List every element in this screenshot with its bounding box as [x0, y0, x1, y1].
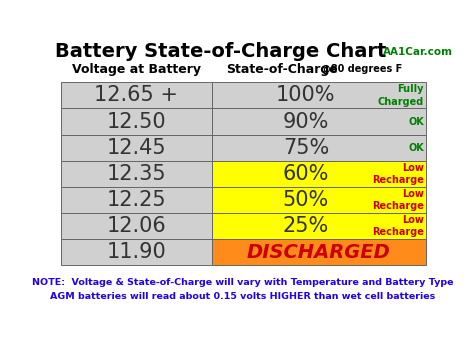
Text: OK: OK: [408, 117, 424, 127]
Bar: [61, 82, 212, 108]
Text: Low
Recharge: Low Recharge: [372, 215, 424, 237]
Text: 60%: 60%: [283, 164, 329, 184]
Bar: [61, 187, 212, 213]
Bar: [212, 213, 426, 239]
Bar: [61, 135, 212, 161]
Text: 12.45: 12.45: [107, 138, 166, 158]
Text: 50%: 50%: [283, 190, 329, 210]
Text: Low
Recharge: Low Recharge: [372, 162, 424, 185]
Text: AGM batteries will read about 0.15 volts HIGHER than wet cell batteries: AGM batteries will read about 0.15 volts…: [50, 292, 436, 301]
Text: DISCHARGED: DISCHARGED: [247, 243, 391, 261]
Bar: [212, 239, 426, 265]
Text: @80 degrees F: @80 degrees F: [321, 64, 402, 74]
Bar: [61, 213, 212, 239]
Text: 12.50: 12.50: [107, 111, 166, 131]
Bar: [212, 187, 426, 213]
Text: 11.90: 11.90: [107, 242, 166, 262]
Bar: [61, 239, 212, 265]
Bar: [212, 82, 426, 108]
Text: Fully
Charged: Fully Charged: [378, 84, 424, 107]
Bar: [61, 108, 212, 135]
Text: OK: OK: [408, 143, 424, 153]
Bar: [61, 161, 212, 187]
Text: NOTE:  Voltage & State-of-Charge will vary with Temperature and Battery Type: NOTE: Voltage & State-of-Charge will var…: [32, 278, 454, 287]
Text: 25%: 25%: [283, 216, 329, 236]
Bar: [212, 135, 426, 161]
Text: Voltage at Battery: Voltage at Battery: [72, 63, 201, 76]
Text: 75%: 75%: [283, 138, 329, 158]
Text: 12.65 +: 12.65 +: [94, 85, 178, 105]
Text: AA1Car.com: AA1Car.com: [383, 47, 453, 57]
Text: 12.06: 12.06: [107, 216, 166, 236]
Text: 100%: 100%: [276, 85, 336, 105]
Text: 90%: 90%: [283, 111, 329, 131]
Bar: [212, 161, 426, 187]
Bar: [212, 108, 426, 135]
Text: Battery State-of-Charge Chart: Battery State-of-Charge Chart: [55, 42, 387, 61]
Text: 12.35: 12.35: [107, 164, 166, 184]
Text: 12.25: 12.25: [107, 190, 166, 210]
Text: Low
Recharge: Low Recharge: [372, 189, 424, 211]
Text: State-of-Charge: State-of-Charge: [227, 63, 338, 76]
